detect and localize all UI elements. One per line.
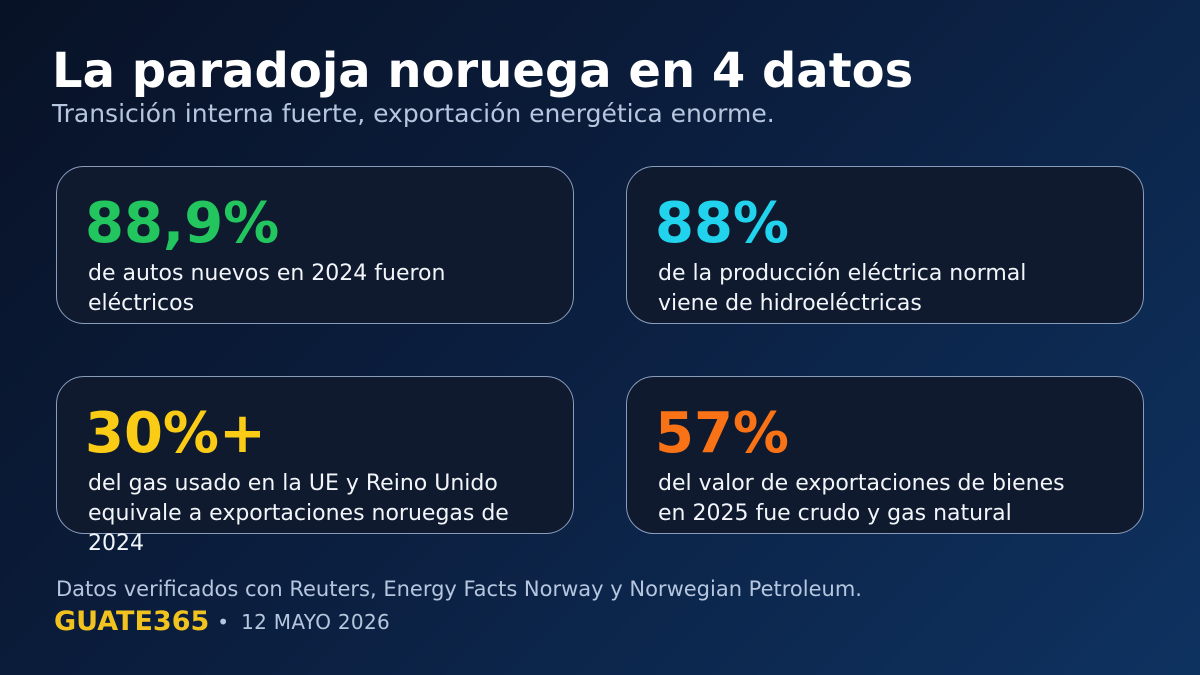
stat-description: del gas usado en la UE y Reino Unido equ… [88, 471, 509, 556]
stat-card-electric-cars: 88,9% de autos nuevos en 2024 fueron elé… [56, 166, 574, 324]
stat-value: 88,9% [85, 191, 280, 256]
stat-description: de la producción eléctrica normal viene … [658, 261, 1027, 316]
footer: GUATE365 • 12 MAYO 2026 [54, 604, 390, 640]
page-title: La paradoja noruega en 4 datos [52, 43, 914, 99]
stat-value: 30%+ [85, 401, 266, 466]
page-subtitle: Transición interna fuerte, exportación e… [52, 99, 775, 128]
separator-dot: • [217, 610, 230, 634]
stat-card-export-value: 57% del valor de exportaciones de bienes… [626, 376, 1144, 534]
stat-description: de autos nuevos en 2024 fueron eléctrico… [88, 261, 446, 316]
stat-card-gas-exports: 30%+ del gas usado en la UE y Reino Unid… [56, 376, 574, 556]
stat-value: 88% [655, 191, 790, 256]
publish-date: 12 MAYO 2026 [241, 610, 390, 634]
stat-description: del valor de exportaciones de bienes en … [658, 471, 1065, 526]
brand-logo: GUATE365 [54, 606, 210, 637]
source-note: Datos verificados con Reuters, Energy Fa… [56, 577, 862, 601]
stat-value: 57% [655, 401, 790, 466]
stat-card-hydro: 88% de la producción eléctrica normal vi… [626, 166, 1144, 324]
